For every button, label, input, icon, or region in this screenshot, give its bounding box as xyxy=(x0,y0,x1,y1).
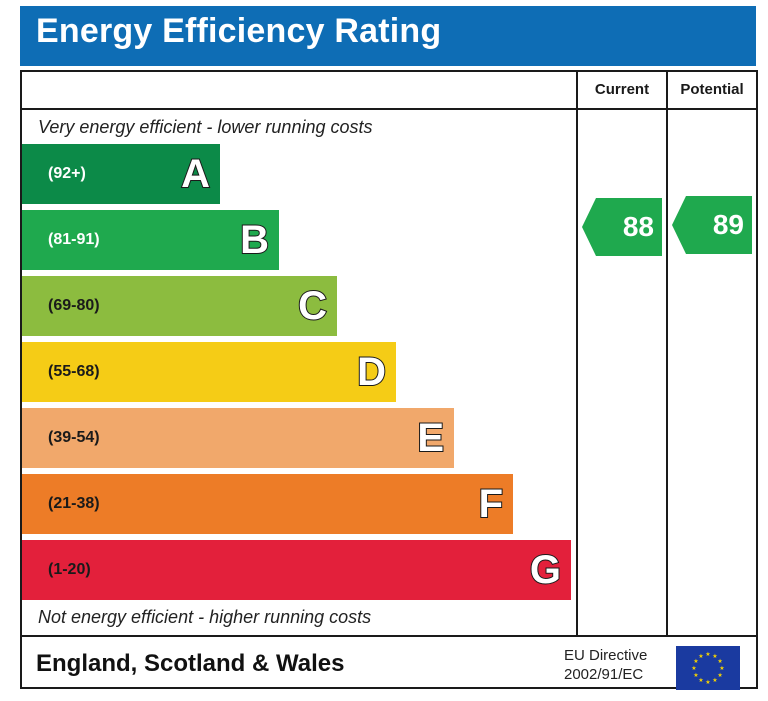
band-e-letter: E xyxy=(416,415,445,461)
bottom-caption: Not energy efficient - higher running co… xyxy=(38,607,372,627)
band-b-letter: B xyxy=(239,217,270,263)
chart-title: Energy Efficiency Rating xyxy=(36,12,442,50)
band-a-letter: A xyxy=(180,151,211,197)
footer-country: England, Scotland & Wales xyxy=(36,650,345,677)
eu-star-icon: ★ xyxy=(717,672,722,679)
band-b-range: (81-91) xyxy=(48,231,100,248)
directive-line-2: 2002/91/EC xyxy=(564,666,644,683)
eu-star-icon: ★ xyxy=(691,665,696,672)
band-f-letter: F xyxy=(478,481,504,527)
directive-line-1: EU Directive xyxy=(564,647,648,664)
band-c-letter: C xyxy=(297,283,328,329)
band-e-range: (39-54) xyxy=(48,429,100,446)
eu-star-icon: ★ xyxy=(698,677,703,684)
band-b: (81-91) B xyxy=(22,210,279,270)
band-f: (21-38) F xyxy=(22,474,513,534)
band-g-range: (1-20) xyxy=(48,561,91,578)
band-g-letter: G xyxy=(529,547,562,593)
footer-line xyxy=(22,635,756,637)
header-row-line xyxy=(22,108,756,110)
divider-potential-left xyxy=(666,72,668,637)
band-g: (1-20) G xyxy=(22,540,571,600)
divider-current-left xyxy=(576,72,578,637)
eu-star-icon: ★ xyxy=(712,653,717,660)
band-d-letter: D xyxy=(356,349,387,395)
band-c-range: (69-80) xyxy=(48,297,100,314)
column-current-header: Current xyxy=(594,81,650,98)
eu-star-icon: ★ xyxy=(698,653,703,660)
footer-directive: EU Directive 2002/91/EC xyxy=(564,646,647,684)
eu-flag-icon: ★ ★ ★ ★ ★ ★ ★ ★ ★ ★ ★ ★ xyxy=(676,646,740,690)
band-a: (92+) A xyxy=(22,144,220,204)
column-potential-header: Potential xyxy=(680,81,744,98)
eu-stars-icon: ★★★★★★★★★ ★ ★★ xyxy=(691,651,724,686)
eu-star-icon: ★ xyxy=(705,651,710,658)
band-a-range: (92+) xyxy=(48,165,86,182)
eu-star-icon: ★ xyxy=(719,665,724,672)
eu-star-icon: ★ xyxy=(693,672,698,679)
eu-star-icon: ★ xyxy=(705,679,710,686)
rating-frame: Current Potential Very energy efficient … xyxy=(20,70,758,690)
current-rating-arrow: 88 xyxy=(582,198,662,256)
band-f-range: (21-38) xyxy=(48,495,100,512)
band-d-range: (55-68) xyxy=(48,363,100,380)
band-d: (55-68) D xyxy=(22,342,396,402)
top-caption: Very energy efficient - lower running co… xyxy=(38,117,373,137)
eu-star-icon: ★ xyxy=(693,658,698,665)
current-rating-value: 88 xyxy=(622,211,654,242)
potential-rating-arrow: 89 xyxy=(672,196,752,254)
band-c: (69-80) C xyxy=(22,276,337,336)
potential-rating-value: 89 xyxy=(712,209,744,240)
eu-star-icon: ★ xyxy=(712,677,717,684)
title-bar: Energy Efficiency Rating xyxy=(20,6,756,66)
eu-star-icon: ★ xyxy=(717,658,722,665)
band-e: (39-54) E xyxy=(22,408,454,468)
